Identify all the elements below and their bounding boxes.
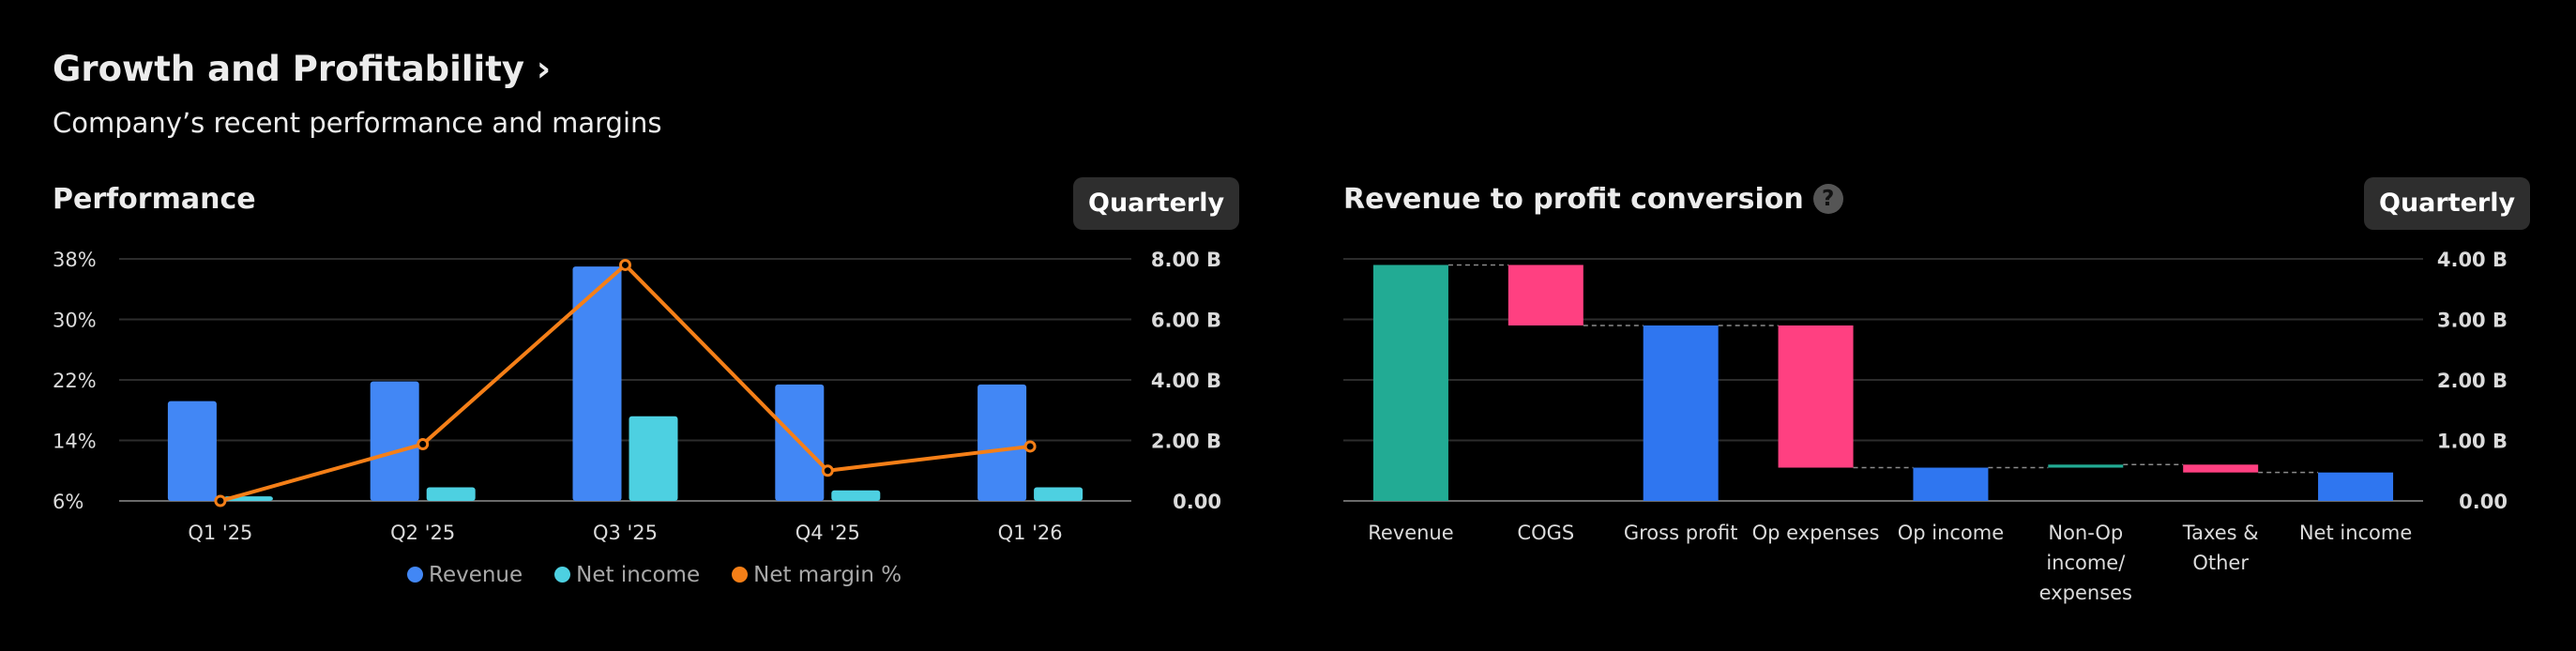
right-axis-tick: 8.00 B [1151,249,1221,271]
left-axis-tick: 14% [53,431,97,453]
category-label: Op expenses [1752,522,1880,544]
legend-item-revenue[interactable]: Revenue [407,563,523,587]
performance-legend: Revenue Net income Net margin % [407,563,902,587]
net-margin-point [214,494,227,507]
net-income-bar [629,416,678,501]
waterfall-bar [1643,325,1719,501]
net-margin-point [1023,440,1037,453]
category-label: Non-Op [2048,522,2123,544]
left-axis-tick: 30% [53,310,97,332]
chevron-right-icon: › [536,49,552,89]
right-axis-tick: 0.00 [1173,491,1221,513]
right-axis-tick: 0.00 [2459,491,2508,513]
category-label: Q2 '25 [390,522,455,544]
conversion-chart: 4.00 B 3.00 B 2.00 B 1.00 B 0.00 Revenue COGS G… [1343,249,2508,604]
right-axis-tick: 2.00 B [2437,370,2508,392]
net-income-bar [831,490,881,501]
left-axis-tick: 38% [53,249,97,271]
net-margin-point [821,464,834,477]
section-title-text: Growth and Profitability [53,49,525,89]
waterfall-bar [1778,325,1854,468]
section-title[interactable]: Growth and Profitability › [53,49,551,89]
category-label: Q1 '25 [188,522,252,544]
left-axis-tick: 22% [53,370,97,392]
legend-item-net-margin[interactable]: Net margin % [732,563,902,587]
performance-title: Performance [53,183,256,216]
waterfall-bar [1913,467,1989,501]
help-icon[interactable]: ? [1812,184,1843,214]
revenue-bar [167,401,217,501]
revenue-bar [977,384,1027,501]
legend-label-net-margin: Net margin % [753,563,902,587]
waterfall-bar [2183,464,2259,473]
waterfall-bar [2318,472,2394,501]
conversion-title-text: Revenue to profit conversion [1343,183,1804,216]
category-label: income/ [2046,552,2126,574]
category-label: expenses [2039,582,2132,604]
right-axis-tick: 3.00 B [2437,310,2508,332]
legend-label-net-income: Net income [576,563,701,587]
category-label: Other [2192,552,2249,574]
right-axis-tick: 4.00 B [1151,370,1221,392]
category-label: Q4 '25 [796,522,860,544]
legend-label-revenue: Revenue [429,563,523,587]
waterfall-bar [1508,265,1583,326]
legend-item-net-income[interactable]: Net income [554,563,700,587]
performance-chart: 38% 30% 22% 14% 6% 8.00 B 6.00 B 4.00 B 2.00 B 0.… [53,249,1221,544]
waterfall-bar [1372,265,1448,501]
conversion-period-button[interactable]: Quarterly [2364,177,2531,230]
category-label: Op income [1898,522,2004,544]
right-axis-tick: 2.00 B [1151,431,1221,453]
category-label: Revenue [1368,522,1453,544]
section-subtitle: Company’s recent performance and margins [53,107,662,139]
net-margin-point [417,438,430,451]
right-axis-tick: 6.00 B [1151,310,1221,332]
net-margin-point [619,258,631,271]
right-axis-tick: 1.00 B [2437,431,2508,453]
revenue-bar [572,266,622,501]
net-income-bar [1034,487,1083,501]
category-label: COGS [1517,522,1574,544]
net-income-bar [426,487,476,501]
category-label: Gross profit [1624,522,1738,544]
right-axis-tick: 4.00 B [2437,249,2508,271]
waterfall-bar [2048,464,2124,468]
legend-dot-net-margin [732,567,749,583]
category-label: Q1 '26 [998,522,1063,544]
legend-dot-revenue [407,567,423,583]
category-label: Q3 '25 [593,522,658,544]
left-axis-tick: 6% [53,491,83,513]
category-label: Net income [2299,522,2412,544]
legend-dot-net-income [554,567,571,583]
category-label: Taxes & [2182,522,2259,544]
net-margin-line [220,262,1031,503]
conversion-title: Revenue to profit conversion? [1343,183,1843,216]
performance-period-button[interactable]: Quarterly [1073,177,1240,230]
revenue-bar [370,381,419,501]
